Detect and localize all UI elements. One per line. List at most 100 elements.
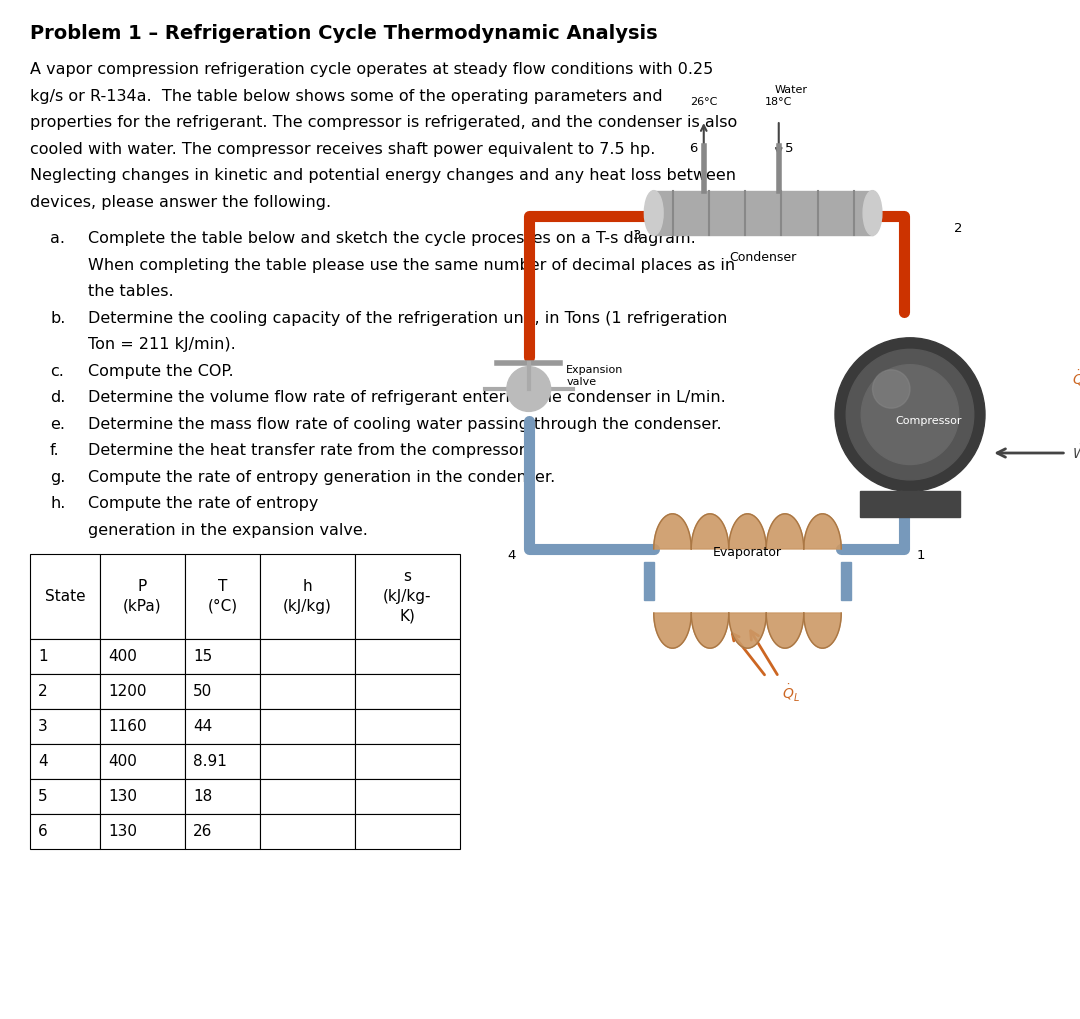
- Text: Determine the mass flow rate of cooling water passing through the condenser.: Determine the mass flow rate of cooling …: [87, 417, 721, 431]
- Text: properties for the refrigerant. The compressor is refrigerated, and the condense: properties for the refrigerant. The comp…: [30, 115, 738, 130]
- Text: g.: g.: [50, 470, 66, 484]
- Text: Water: Water: [774, 85, 808, 95]
- Text: Compute the rate of entropy generation in the condenser.: Compute the rate of entropy generation i…: [87, 470, 555, 484]
- Bar: [30, 744, 100, 779]
- Polygon shape: [766, 514, 804, 549]
- Text: e.: e.: [50, 417, 65, 431]
- Bar: [30, 709, 100, 744]
- Bar: [355, 709, 460, 744]
- Text: 1200: 1200: [108, 684, 147, 699]
- Circle shape: [507, 367, 551, 412]
- Bar: [100, 744, 185, 779]
- Text: $\dot{Q}_{out}$: $\dot{Q}_{out}$: [1072, 369, 1080, 390]
- Text: h.: h.: [50, 496, 66, 511]
- Text: 26: 26: [193, 824, 213, 839]
- Text: Determine the volume flow rate of refrigerant entering the condenser in L/min.: Determine the volume flow rate of refrig…: [87, 390, 726, 405]
- Bar: [260, 674, 355, 709]
- Text: When completing the table please use the same number of decimal places as in: When completing the table please use the…: [87, 258, 735, 272]
- Text: 6: 6: [689, 143, 698, 156]
- Ellipse shape: [645, 191, 663, 235]
- Bar: [100, 674, 185, 709]
- Text: $\dot{Q}_L$: $\dot{Q}_L$: [782, 684, 800, 704]
- Text: 2: 2: [38, 684, 48, 699]
- Text: 1: 1: [38, 649, 48, 664]
- Text: K): K): [400, 608, 416, 624]
- Text: c.: c.: [50, 364, 64, 378]
- Polygon shape: [729, 514, 766, 549]
- Text: d.: d.: [50, 390, 66, 405]
- Bar: [260, 744, 355, 779]
- Bar: [30, 674, 100, 709]
- Text: 5: 5: [785, 143, 794, 156]
- Text: Expansion
valve: Expansion valve: [566, 366, 623, 387]
- Bar: [185, 639, 260, 674]
- Text: 3: 3: [633, 229, 642, 242]
- Bar: [100, 779, 185, 814]
- Bar: [355, 674, 460, 709]
- Text: 130: 130: [108, 789, 137, 804]
- Polygon shape: [653, 514, 691, 549]
- Bar: [185, 674, 260, 709]
- Bar: [185, 814, 260, 849]
- Text: s: s: [404, 570, 411, 584]
- Text: 4: 4: [38, 754, 48, 769]
- Text: Complete the table below and sketch the cycle processes on a T-s diagram.: Complete the table below and sketch the …: [87, 231, 696, 246]
- Polygon shape: [691, 514, 729, 549]
- Bar: [355, 814, 460, 849]
- Text: devices, please answer the following.: devices, please answer the following.: [30, 195, 332, 210]
- Polygon shape: [653, 613, 691, 648]
- Text: (kJ/kg-: (kJ/kg-: [383, 589, 432, 604]
- Text: Determine the heat transfer rate from the compressor.: Determine the heat transfer rate from th…: [87, 443, 529, 458]
- Text: 2: 2: [954, 222, 962, 235]
- Bar: [355, 779, 460, 814]
- Circle shape: [861, 365, 959, 465]
- Text: 400: 400: [108, 649, 137, 664]
- Polygon shape: [804, 514, 841, 549]
- Text: b.: b.: [50, 311, 66, 325]
- Text: 18: 18: [193, 789, 213, 804]
- Text: Ton = 211 kJ/min).: Ton = 211 kJ/min).: [87, 337, 235, 352]
- Bar: [653, 191, 873, 235]
- Text: 1: 1: [916, 549, 924, 561]
- Text: State: State: [44, 589, 85, 604]
- Text: Compressor: Compressor: [895, 416, 962, 426]
- Text: 1160: 1160: [108, 719, 147, 734]
- Polygon shape: [804, 613, 841, 648]
- Text: 44: 44: [193, 719, 213, 734]
- Text: 400: 400: [108, 754, 137, 769]
- Bar: [860, 491, 960, 517]
- Text: f.: f.: [50, 443, 59, 458]
- Text: 15: 15: [193, 649, 213, 664]
- Bar: [100, 554, 185, 639]
- Text: Evaporator: Evaporator: [713, 545, 782, 558]
- Text: kg/s or R-134a.  The table below shows some of the operating parameters and: kg/s or R-134a. The table below shows so…: [30, 89, 663, 104]
- Text: 26°C: 26°C: [690, 98, 717, 107]
- Bar: [185, 779, 260, 814]
- Bar: [185, 744, 260, 779]
- Bar: [100, 709, 185, 744]
- Circle shape: [835, 338, 985, 491]
- Text: Compute the rate of entropy: Compute the rate of entropy: [87, 496, 319, 511]
- Bar: [841, 561, 851, 600]
- Text: Problem 1 – Refrigeration Cycle Thermodynamic Analysis: Problem 1 – Refrigeration Cycle Thermody…: [30, 24, 658, 43]
- Text: Compute the COP.: Compute the COP.: [87, 364, 233, 378]
- Polygon shape: [766, 613, 804, 648]
- Text: 8.91: 8.91: [193, 754, 227, 769]
- Polygon shape: [729, 613, 766, 648]
- Bar: [260, 639, 355, 674]
- Bar: [355, 554, 460, 639]
- Text: 3: 3: [38, 719, 48, 734]
- Bar: [30, 639, 100, 674]
- Text: cooled with water. The compressor receives shaft power equivalent to 7.5 hp.: cooled with water. The compressor receiv…: [30, 142, 656, 157]
- Text: 6: 6: [38, 824, 48, 839]
- Bar: [30, 554, 100, 639]
- Text: a.: a.: [50, 231, 65, 246]
- Circle shape: [847, 350, 974, 480]
- Text: h: h: [302, 579, 312, 594]
- Text: (kPa): (kPa): [123, 599, 162, 613]
- Text: 130: 130: [108, 824, 137, 839]
- Text: A vapor compression refrigeration cycle operates at steady flow conditions with : A vapor compression refrigeration cycle …: [30, 62, 713, 77]
- Text: the tables.: the tables.: [87, 284, 174, 299]
- Text: (°C): (°C): [207, 599, 238, 613]
- Bar: [260, 814, 355, 849]
